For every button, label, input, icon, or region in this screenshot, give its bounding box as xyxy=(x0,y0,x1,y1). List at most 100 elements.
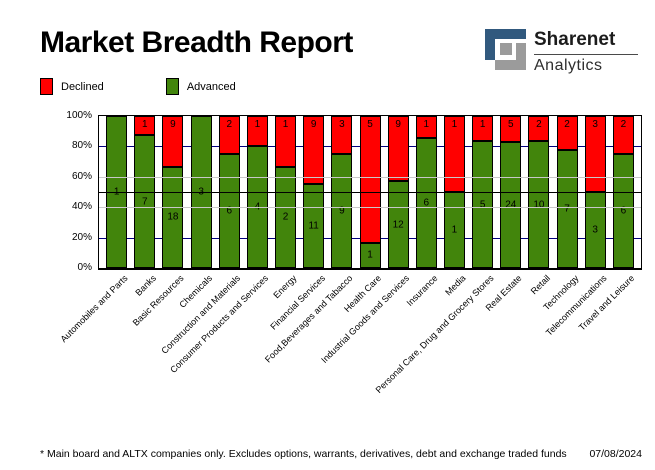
advanced-segment: 1 xyxy=(443,192,465,268)
chart-legend: Declined Advanced xyxy=(40,78,236,95)
legend-label: Declined xyxy=(61,80,104,93)
advanced-segment: 24 xyxy=(500,142,522,268)
y-axis-tick: 80% xyxy=(71,140,92,151)
declined-segment: 2 xyxy=(612,116,634,154)
y-axis-tick: 40% xyxy=(71,201,92,212)
y-axis-tick: 100% xyxy=(66,110,92,121)
advanced-segment: 9 xyxy=(331,154,353,268)
declined-segment: 9 xyxy=(162,116,184,167)
advanced-value-label: 6 xyxy=(620,205,627,217)
declined-segment: 9 xyxy=(387,116,409,182)
advanced-segment: 1 xyxy=(359,242,381,268)
declined-value-label: 2 xyxy=(620,119,627,130)
advanced-segment: 2 xyxy=(275,166,297,268)
fifty-percent-line xyxy=(99,192,641,193)
advanced-value-label: 7 xyxy=(564,203,570,215)
declined-value-label: 2 xyxy=(226,119,233,130)
report-date: 07/08/2024 xyxy=(589,448,642,460)
declined-value-label: 1 xyxy=(254,119,261,130)
declined-value-label: 3 xyxy=(339,119,345,130)
declined-value-label: 9 xyxy=(310,119,317,130)
advanced-value-label: 12 xyxy=(392,219,404,231)
advanced-value-label: 11 xyxy=(308,220,319,232)
declined-segment: 1 xyxy=(275,116,297,167)
declined-segment: 1 xyxy=(246,116,268,147)
advanced-segment: 6 xyxy=(612,154,634,268)
declined-value-label: 1 xyxy=(451,119,458,130)
advanced-value-label: 1 xyxy=(451,224,458,236)
bar-3: 9 18 xyxy=(162,116,184,268)
y-axis-tick: 20% xyxy=(71,232,92,243)
legend-label: Advanced xyxy=(186,80,236,93)
logo-divider xyxy=(534,54,638,55)
declined-value-label: 9 xyxy=(395,119,401,130)
advanced-value-label: 6 xyxy=(226,205,233,217)
declined-segment: 2 xyxy=(556,116,578,150)
advanced-segment: 6 xyxy=(218,154,240,268)
legend-swatch xyxy=(40,78,53,95)
logo-subbrand: Analytics xyxy=(534,57,603,74)
x-axis-label: Automobiles and Parts xyxy=(58,273,130,345)
gridline-gray xyxy=(99,207,641,208)
declined-value-label: 3 xyxy=(592,119,598,130)
advanced-value-label: 7 xyxy=(142,196,148,207)
declined-segment: 1 xyxy=(134,116,156,135)
declined-value-label: 1 xyxy=(479,119,486,130)
declined-segment: 1 xyxy=(443,116,465,192)
page-title: Market Breadth Report xyxy=(40,26,353,59)
advanced-segment: 7 xyxy=(556,149,578,268)
footnote-row: * Main board and ALTX companies only. Ex… xyxy=(40,448,642,460)
declined-value-label: 1 xyxy=(282,119,289,130)
x-axis-label: Media xyxy=(443,273,468,298)
y-axis-tick: 60% xyxy=(71,171,92,182)
advanced-segment: 5 xyxy=(472,141,494,268)
legend-item-declined: Declined xyxy=(40,78,104,95)
advanced-value-label: 9 xyxy=(339,205,345,217)
sharenet-logo: Sharenet Analytics xyxy=(485,29,638,75)
chart-area: 0% 20% 40% 60% 80% 100% 1 Automobiles and Part… xyxy=(0,110,655,445)
advanced-value-label: 2 xyxy=(282,211,289,223)
declined-value-label: 9 xyxy=(170,119,176,130)
declined-value-label: 2 xyxy=(536,119,542,130)
advanced-segment: 6 xyxy=(415,137,437,268)
gridline-gray xyxy=(99,177,641,178)
declined-segment: 5 xyxy=(500,116,522,143)
advanced-value-label: 24 xyxy=(505,199,517,211)
declined-value-label: 1 xyxy=(423,119,430,130)
logo-brand: Sharenet xyxy=(534,29,616,50)
legend-item-advanced: Advanced xyxy=(165,78,236,95)
x-axis-label: Banks xyxy=(133,273,158,298)
advanced-segment: 11 xyxy=(303,184,325,268)
y-axis-tick: 0% xyxy=(77,262,92,273)
declined-value-label: 1 xyxy=(142,119,148,130)
advanced-value-label: 1 xyxy=(367,249,373,261)
advanced-segment: 12 xyxy=(387,181,409,268)
advanced-value-label: 3 xyxy=(592,224,598,236)
advanced-segment: 18 xyxy=(162,166,184,268)
sharenet-logo-text: Sharenet Analytics xyxy=(534,29,638,75)
advanced-segment: 10 xyxy=(528,141,550,268)
advanced-value-label: 6 xyxy=(423,197,430,209)
bar-8: 9 11 xyxy=(303,116,325,268)
declined-segment: 2 xyxy=(218,116,240,154)
declined-value-label: 5 xyxy=(367,119,373,130)
declined-segment: 1 xyxy=(472,116,494,142)
x-axis-label: Energy xyxy=(271,273,299,301)
advanced-value-label: 5 xyxy=(479,199,486,211)
advanced-value-label: 10 xyxy=(533,199,545,211)
legend-swatch xyxy=(165,78,179,95)
advanced-segment: 3 xyxy=(584,192,606,268)
bar-15: 5 24 xyxy=(500,116,522,268)
